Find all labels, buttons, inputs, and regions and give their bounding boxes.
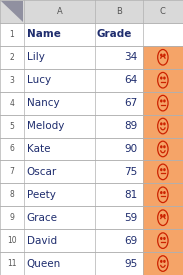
Bar (0, 92, 143, 115)
Bar (0, 229, 143, 252)
Bar (0, 46, 143, 69)
Text: 95: 95 (124, 258, 137, 269)
Polygon shape (1, 1, 23, 21)
Circle shape (164, 54, 165, 56)
Circle shape (161, 146, 162, 148)
Bar (0, 23, 143, 46)
Text: Name: Name (27, 29, 60, 39)
Text: Melody: Melody (27, 121, 64, 131)
Text: 8: 8 (10, 190, 14, 199)
Text: 69: 69 (124, 236, 137, 246)
Text: 90: 90 (124, 144, 137, 154)
Bar (0, 138, 143, 160)
Bar (0, 206, 143, 229)
Text: 11: 11 (7, 259, 17, 268)
Text: C: C (160, 7, 166, 16)
Circle shape (161, 192, 162, 194)
Text: 59: 59 (124, 213, 137, 223)
Bar (0, 252, 143, 275)
Circle shape (161, 123, 162, 125)
Bar (143, 252, 183, 275)
Text: 3: 3 (10, 76, 14, 85)
Text: 67: 67 (124, 98, 137, 108)
Circle shape (164, 100, 165, 102)
Bar (0, 69, 143, 92)
Circle shape (164, 123, 165, 125)
Text: Kate: Kate (27, 144, 50, 154)
Text: Queen: Queen (27, 258, 61, 269)
Circle shape (164, 260, 165, 262)
Text: David: David (27, 236, 57, 246)
Text: 64: 64 (124, 75, 137, 85)
Text: Lily: Lily (27, 52, 44, 62)
Text: 2: 2 (10, 53, 14, 62)
Text: 1: 1 (10, 30, 14, 39)
Text: Oscar: Oscar (27, 167, 57, 177)
Circle shape (164, 215, 165, 216)
Circle shape (164, 146, 165, 148)
Circle shape (161, 169, 162, 170)
Circle shape (164, 169, 165, 170)
Text: Nancy: Nancy (27, 98, 59, 108)
Bar (143, 115, 183, 138)
Text: 5: 5 (10, 122, 14, 131)
Bar (0, 115, 143, 138)
Text: Peety: Peety (27, 190, 55, 200)
Bar (143, 92, 183, 115)
Text: 81: 81 (124, 190, 137, 200)
Circle shape (164, 77, 165, 79)
Circle shape (161, 215, 162, 216)
Text: 75: 75 (124, 167, 137, 177)
Bar (143, 160, 183, 183)
Text: 4: 4 (10, 99, 14, 108)
Bar (143, 69, 183, 92)
Text: Grade: Grade (97, 29, 132, 39)
Text: A: A (57, 7, 62, 16)
Bar (0, 160, 143, 183)
Circle shape (161, 77, 162, 79)
Bar (143, 23, 183, 46)
Bar (143, 206, 183, 229)
Bar (143, 183, 183, 206)
Circle shape (161, 54, 162, 56)
Bar (143, 46, 183, 69)
Bar (143, 229, 183, 252)
Text: 9: 9 (10, 213, 14, 222)
Text: Lucy: Lucy (27, 75, 51, 85)
Circle shape (161, 238, 162, 239)
Bar (0, 0, 183, 23)
Text: Grace: Grace (27, 213, 57, 223)
Text: 34: 34 (124, 52, 137, 62)
Circle shape (161, 260, 162, 262)
Bar (0, 183, 143, 206)
Text: 89: 89 (124, 121, 137, 131)
Circle shape (164, 238, 165, 239)
Bar (143, 138, 183, 160)
Text: B: B (116, 7, 122, 16)
Text: 7: 7 (10, 167, 14, 176)
Circle shape (164, 192, 165, 194)
Circle shape (161, 100, 162, 102)
Text: 6: 6 (10, 144, 14, 153)
Text: 10: 10 (7, 236, 17, 245)
